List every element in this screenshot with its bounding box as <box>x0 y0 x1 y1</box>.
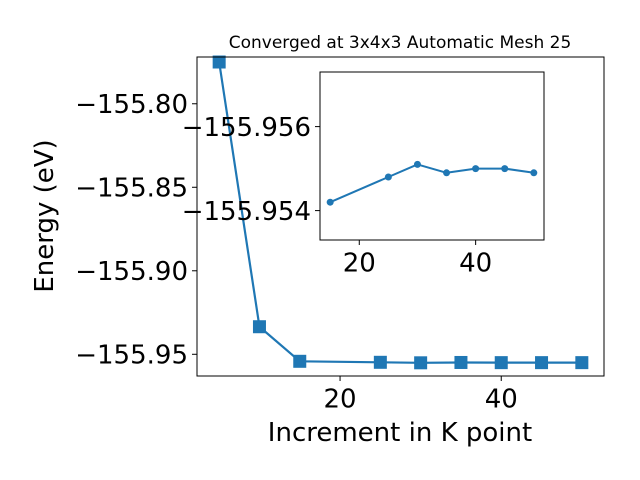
inset-y-tick-label: −155.956 <box>182 113 311 143</box>
x-axis-label: Increment in K point <box>268 418 532 448</box>
inset-chart: −155.956−155.954 20 40 <box>182 71 545 278</box>
inset-data-point <box>384 173 392 181</box>
inset-data-point <box>472 165 480 173</box>
inset-background <box>320 72 544 240</box>
inset-series-group <box>326 160 538 206</box>
inset-data-point <box>413 160 421 168</box>
main-x-tick-label: 40 <box>485 384 518 414</box>
main-data-point <box>212 55 226 69</box>
main-chart: −155.80−155.85−155.90−155.95 20 40 Conver… <box>30 33 605 448</box>
inset-y-tick-label: −155.954 <box>182 197 311 227</box>
main-plot-frame <box>196 56 605 377</box>
main-y-tick-label: −155.90 <box>75 257 188 287</box>
inset-x-ticks: 20 40 <box>343 240 492 278</box>
main-data-point <box>535 356 549 370</box>
inset-data-point <box>530 169 538 177</box>
main-data-point <box>293 354 307 368</box>
chart-title: Converged at 3x4x3 Automatic Mesh 25 <box>229 33 572 53</box>
main-data-point <box>252 320 266 334</box>
main-data-point <box>373 355 387 369</box>
inset-data-point <box>501 165 509 173</box>
inset-data-point <box>326 198 334 206</box>
main-x-tick-label: 20 <box>324 384 357 414</box>
inset-plot-frame <box>319 71 545 241</box>
main-series-group <box>212 55 589 370</box>
inset-x-tick-label: 20 <box>343 248 376 278</box>
main-y-tick-label: −155.95 <box>75 341 188 371</box>
main-x-ticks: 20 40 <box>324 376 518 414</box>
inset-x-tick-label: 40 <box>459 248 492 278</box>
main-data-point <box>414 356 428 370</box>
main-data-point <box>454 355 468 369</box>
y-axis-label: Energy (eV) <box>30 139 60 292</box>
inset-y-ticks: −155.956 −155.954 <box>182 113 320 227</box>
main-y-tick-label: −155.80 <box>75 90 188 120</box>
inset-data-point <box>443 169 451 177</box>
main-y-ticks: −155.80 −155.85 −155.90 −155.95 <box>75 90 197 371</box>
main-data-point <box>494 356 508 370</box>
main-y-tick-label: −155.85 <box>75 174 188 204</box>
main-data-point <box>575 356 589 370</box>
